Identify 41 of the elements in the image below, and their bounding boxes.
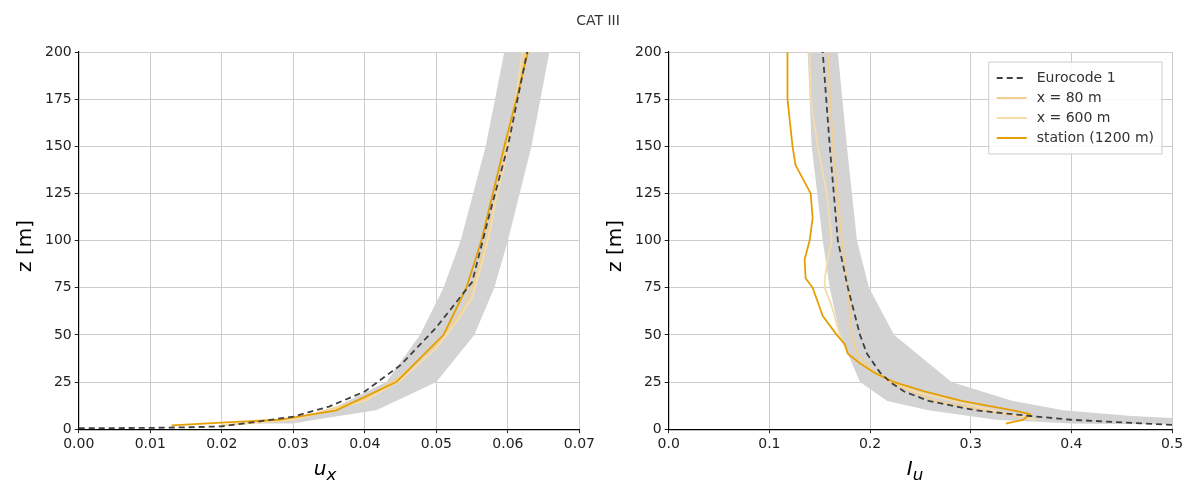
y-tick-label: 25 [53, 372, 72, 389]
x-axis-title: I$_{u}$ [905, 456, 925, 484]
y-tick-label: 100 [634, 231, 662, 248]
y-tick-label: 0 [652, 419, 662, 436]
x-tick-label: 0.05 [420, 435, 452, 452]
y-tick-label: 175 [44, 89, 72, 106]
y-tick-label: 150 [44, 136, 72, 153]
y-tick-label: 150 [634, 136, 662, 153]
x-tick-label: 0.0 [657, 435, 680, 452]
y-tick-label: 200 [634, 42, 662, 59]
y-tick-label: 75 [53, 278, 72, 295]
x-tick-label: 0.4 [1060, 435, 1083, 452]
x-axis-title: u$_{x}$ [312, 456, 338, 484]
x-tick-label: 0.00 [63, 435, 95, 452]
y-tick-label: 75 [643, 278, 662, 295]
x-tick-label: 0.01 [134, 435, 166, 452]
x-tick-label: 0.3 [959, 435, 982, 452]
x-tick-label: 0.02 [206, 435, 238, 452]
y-tick-label: 25 [643, 372, 662, 389]
y-tick-label: 125 [634, 184, 662, 201]
x-tick-label: 0.1 [758, 435, 781, 452]
y-tick-label: 50 [643, 325, 662, 342]
y-tick-label: 100 [44, 231, 72, 248]
x-tick-label: 0.03 [277, 435, 309, 452]
y-tick-label: 0 [62, 419, 72, 436]
legend-label: x = 80 m [1036, 88, 1102, 105]
y-tick-label: 125 [44, 184, 72, 201]
legend-label: x = 600 m [1036, 108, 1111, 125]
legend-label: Eurocode 1 [1036, 68, 1116, 85]
y-tick-label: 200 [44, 42, 72, 59]
x-tick-label: 0.06 [492, 435, 524, 452]
y-tick-label: 175 [634, 89, 662, 106]
y-axis-title: z [m] [602, 220, 626, 272]
x-tick-label: 0.04 [349, 435, 381, 452]
x-tick-label: 0.5 [1160, 435, 1184, 452]
y-tick-label: 50 [53, 325, 72, 342]
chart-title: CAT III [575, 11, 621, 30]
legend-label: station (1200 m) [1036, 128, 1155, 145]
x-tick-label: 0.07 [563, 435, 595, 452]
y-axis-title: z [m] [12, 220, 36, 272]
x-tick-label: 0.2 [858, 435, 882, 452]
